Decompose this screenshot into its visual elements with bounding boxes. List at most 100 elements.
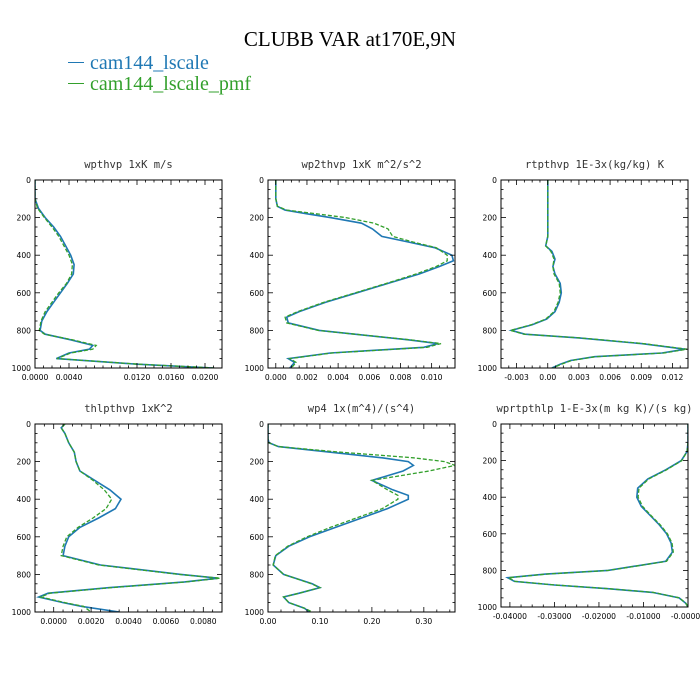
- y-tick-label: 400: [250, 495, 265, 504]
- x-tick-label: 0.006: [599, 373, 621, 382]
- y-tick-label: 200: [17, 458, 32, 467]
- series-line-lscale: [505, 424, 688, 607]
- x-tick-label: -0.01000: [626, 612, 660, 621]
- chart-panel-2: wp2thvp 1xK m^2/s^2020040060080010000.00…: [245, 159, 456, 382]
- plot-frame: [34, 423, 223, 613]
- x-tick-label: -0.003: [504, 373, 529, 382]
- y-tick-label: 0: [492, 420, 497, 429]
- series-line-lscale-pmf: [38, 424, 221, 612]
- series-line-lscale-pmf: [506, 424, 688, 607]
- y-tick-label: 800: [250, 570, 265, 579]
- x-tick-label: 0.0020: [78, 617, 105, 626]
- x-tick-label: 0.002: [296, 373, 318, 382]
- y-tick-label: 1000: [478, 603, 497, 612]
- y-tick-label: 200: [250, 214, 265, 223]
- legend-label: cam144_lscale_pmf: [90, 73, 252, 95]
- x-tick-label: 0.009: [630, 373, 652, 382]
- y-tick-label: 600: [483, 289, 498, 298]
- legend-entry-lscale: cam144_lscale: [68, 52, 209, 75]
- y-tick-label: 1000: [12, 364, 31, 373]
- y-tick-label: 400: [17, 251, 32, 260]
- y-tick-label: 600: [483, 530, 498, 539]
- x-tick-label: 0.0060: [153, 617, 180, 626]
- x-tick-label: 0.003: [568, 373, 590, 382]
- x-tick-label: 0.0040: [56, 373, 83, 382]
- y-tick-label: 600: [250, 289, 265, 298]
- y-tick-label: 600: [17, 533, 32, 542]
- y-tick-label: 1000: [245, 608, 264, 617]
- legend-line-icon: [68, 61, 84, 63]
- x-tick-label: 0.0120: [124, 373, 151, 382]
- y-tick-label: 200: [483, 457, 498, 466]
- y-tick-label: 400: [17, 495, 32, 504]
- legend-line-icon: [68, 82, 84, 84]
- series-line-lscale-pmf: [268, 424, 455, 612]
- x-tick-label: 0.0080: [190, 617, 217, 626]
- y-tick-label: 600: [250, 533, 265, 542]
- series-line-lscale: [35, 180, 214, 368]
- y-tick-label: 400: [250, 251, 265, 260]
- series-line-lscale-pmf: [507, 180, 688, 368]
- y-tick-label: 800: [483, 566, 498, 575]
- x-tick-label: 0.0000: [22, 373, 49, 382]
- x-tick-label: 0.008: [390, 373, 412, 382]
- y-tick-label: 0: [259, 420, 264, 429]
- x-tick-label: -0.04000: [493, 612, 527, 621]
- y-tick-label: 200: [17, 214, 32, 223]
- y-tick-label: 0: [492, 176, 497, 185]
- x-tick-label: 0.000: [265, 373, 287, 382]
- x-tick-label: 0.010: [421, 373, 443, 382]
- x-tick-label: 0.30: [415, 617, 432, 626]
- y-tick-label: 0: [259, 176, 264, 185]
- series-line-lscale: [36, 424, 219, 612]
- y-tick-label: 400: [483, 493, 498, 502]
- x-tick-label: 0.00: [539, 373, 556, 382]
- legend-entry-lscale-pmf: cam144_lscale_pmf: [68, 73, 251, 96]
- y-tick-label: 0: [26, 420, 31, 429]
- panel-title: thlpthvp 1xK^2: [84, 403, 173, 415]
- x-tick-label: 0.0040: [115, 617, 142, 626]
- panel-title: wpthvp 1xK m/s: [84, 159, 173, 171]
- plot-frame: [34, 179, 223, 369]
- x-tick-label: 0.006: [358, 373, 380, 382]
- y-tick-label: 800: [483, 326, 498, 335]
- y-tick-label: 0: [26, 176, 31, 185]
- y-tick-label: 200: [483, 214, 498, 223]
- y-tick-label: 600: [17, 289, 32, 298]
- panel-title: rtpthvp 1E-3x(kg/kg) K: [525, 159, 665, 171]
- x-tick-label: 0.0160: [158, 373, 185, 382]
- x-tick-label: 0.20: [363, 617, 380, 626]
- y-tick-label: 800: [250, 326, 265, 335]
- plot-frame: [500, 423, 689, 608]
- x-tick-label: 0.0000: [40, 617, 67, 626]
- y-tick-label: 1000: [478, 364, 497, 373]
- figure-title: CLUBB VAR at170E,9N: [243, 27, 457, 51]
- series-line-lscale-pmf: [35, 180, 216, 368]
- series-line-lscale: [274, 180, 455, 368]
- y-tick-label: 800: [17, 570, 32, 579]
- legend-label: cam144_lscale: [90, 52, 209, 74]
- plot-frame: [267, 179, 456, 369]
- panel-title: wp4 1x(m^4)/(s^4): [308, 403, 415, 415]
- y-tick-label: 1000: [245, 364, 264, 373]
- x-tick-label: -0.03000: [537, 612, 571, 621]
- x-tick-label: 0.10: [311, 617, 328, 626]
- y-tick-label: 400: [483, 251, 498, 260]
- x-tick-label: 0.012: [662, 373, 684, 382]
- y-tick-label: 200: [250, 458, 265, 467]
- panel-title: wp2thvp 1xK m^2/s^2: [301, 159, 421, 171]
- panel-title: wprtpthlp 1-E-3x(m kg K)/(s kg): [497, 403, 693, 415]
- chart-panel-6: wprtpthlp 1-E-3x(m kg K)/(s kg)0 200 400 60…: [478, 403, 700, 621]
- chart-panel-4: thlpthvp 1xK^2 0 200 400 600 800 1000 0.0000 0.0…: [12, 403, 223, 626]
- series-line-lscale-pmf: [275, 180, 448, 368]
- chart-panel-3: rtpthvp 1E-3x(kg/kg) K 0 200 400 600 800 1000-…: [478, 159, 689, 382]
- y-tick-label: 800: [17, 326, 32, 335]
- x-tick-label: -0.02000: [582, 612, 616, 621]
- x-tick-label: 0.004: [327, 373, 349, 382]
- x-tick-label: 0.00: [260, 617, 277, 626]
- x-tick-label: 0.0200: [192, 373, 219, 382]
